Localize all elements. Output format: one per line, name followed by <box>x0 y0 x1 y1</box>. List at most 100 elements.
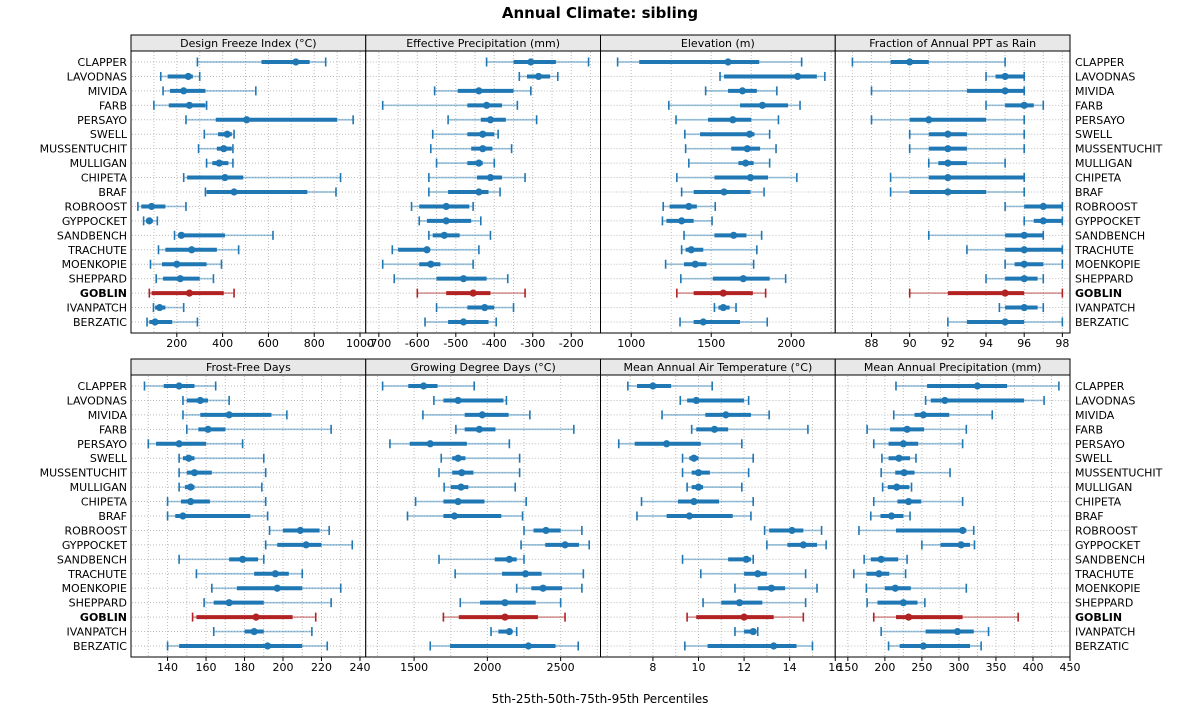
axis-tick-label: -200 <box>559 337 584 350</box>
axis-tick-label: 600 <box>258 337 279 350</box>
median-dot <box>685 202 693 211</box>
median-dot <box>539 584 547 592</box>
axis-tick-label: -400 <box>482 337 507 350</box>
median-dot <box>959 526 967 535</box>
median-dot <box>426 440 434 448</box>
axis-tick-label: 96 <box>1017 337 1031 350</box>
median-dot <box>185 289 194 297</box>
site-label-right: GOBLIN <box>1075 287 1122 300</box>
median-dot <box>561 541 569 549</box>
site-label-left: MIVIDA <box>88 85 128 98</box>
median-dot <box>420 382 428 390</box>
site-label-right: MIVIDA <box>1075 409 1115 422</box>
site-label-left: SANDBENCH <box>57 229 127 242</box>
site-label-right: BERZATIC <box>1075 316 1129 329</box>
site-label-right: CLAPPER <box>1075 380 1125 393</box>
median-dot <box>481 303 489 312</box>
median-dot <box>891 584 899 592</box>
site-label-left: ROBROOST <box>64 524 127 537</box>
median-dot <box>770 642 778 650</box>
median-dot <box>145 217 153 225</box>
median-dot <box>678 217 686 225</box>
median-dot <box>692 396 700 405</box>
axis-tick-label: 98 <box>1055 337 1069 350</box>
site-label-right: MOENKOPIE <box>1075 258 1140 271</box>
site-label-left: LAVODNAS <box>67 70 127 83</box>
median-dot <box>649 382 657 390</box>
site-label-right: SANDBENCH <box>1075 229 1145 242</box>
site-label-left: MULLIGAN <box>70 157 127 170</box>
site-label-right: FARB <box>1075 99 1103 112</box>
median-dot <box>944 159 952 167</box>
axis-tick-label: 800 <box>304 337 325 350</box>
median-dot <box>475 188 483 196</box>
site-label-left: SANDBENCH <box>57 553 127 566</box>
median-dot <box>875 570 883 578</box>
axis-tick-label: 200 <box>166 337 187 350</box>
axis-tick-label: 1000 <box>346 337 374 350</box>
site-label-left: SWELL <box>90 128 128 141</box>
median-dot <box>505 627 513 636</box>
axis-tick-label: 220 <box>311 661 332 674</box>
site-label-left: GYPPOCKET <box>62 215 127 228</box>
axis-tick-label: 92 <box>941 337 955 350</box>
site-label-right: GYPPOCKET <box>1075 215 1140 228</box>
median-dot <box>179 512 187 520</box>
site-label-left: GYPPOCKET <box>62 539 127 552</box>
site-label-left: CLAPPER <box>78 380 128 393</box>
site-label-right: MULLIGAN <box>1075 157 1132 170</box>
median-dot <box>953 627 962 636</box>
median-dot <box>738 87 747 95</box>
median-dot <box>694 469 703 477</box>
median-dot <box>442 217 450 225</box>
median-dot <box>252 613 260 621</box>
median-dot <box>148 202 156 211</box>
axis-tick-label: 200 <box>273 661 294 674</box>
site-label-right: TRACHUTE <box>1074 244 1134 257</box>
panel-strip-title: Design Freeze Index (°C) <box>180 37 316 50</box>
axis-tick-label: -500 <box>443 337 468 350</box>
median-dot <box>521 570 530 578</box>
site-label-right: CHIPETA <box>1075 172 1122 185</box>
median-dot <box>719 289 727 297</box>
median-dot <box>177 231 185 239</box>
median-dot <box>957 541 965 549</box>
site-label-left: SHEPPARD <box>69 597 127 610</box>
median-dot <box>188 246 196 254</box>
site-label-left: BERZATIC <box>73 640 127 653</box>
site-label-left: CLAPPER <box>78 56 128 69</box>
median-dot <box>250 627 258 636</box>
median-dot <box>156 303 164 312</box>
site-label-left: MOENKOPIE <box>62 258 127 271</box>
median-dot <box>1001 289 1009 297</box>
median-dot <box>735 599 744 607</box>
site-label-left: ROBROOST <box>64 200 127 213</box>
site-label-right: IVANPATCH <box>1075 302 1135 315</box>
median-dot <box>185 101 194 109</box>
median-dot <box>743 145 751 153</box>
site-label-right: TRACHUTE <box>1074 568 1134 581</box>
site-label-right: CHIPETA <box>1075 496 1122 509</box>
median-dot <box>230 188 238 196</box>
site-label-right: PERSAYO <box>1075 114 1125 127</box>
median-dot <box>739 275 747 283</box>
median-dot <box>1020 231 1028 239</box>
site-label-left: IVANPATCH <box>67 302 127 315</box>
site-label-left: SHEPPARD <box>69 273 127 286</box>
site-label-left: PERSAYO <box>77 114 127 127</box>
site-label-left: GOBLIN <box>80 287 127 300</box>
site-label-right: MULLIGAN <box>1075 481 1132 494</box>
axis-tick-label: -300 <box>520 337 545 350</box>
median-dot <box>458 469 466 477</box>
median-dot <box>273 584 281 592</box>
median-dot <box>176 275 184 283</box>
median-dot <box>454 497 462 506</box>
median-dot <box>459 275 468 283</box>
site-label-right: ROBROOST <box>1075 200 1138 213</box>
median-dot <box>1020 303 1028 312</box>
median-dot <box>799 541 807 549</box>
median-dot <box>740 613 748 621</box>
median-dot <box>534 72 543 81</box>
site-label-left: MUSSENTUCHIT <box>40 143 128 156</box>
median-dot <box>904 613 913 621</box>
